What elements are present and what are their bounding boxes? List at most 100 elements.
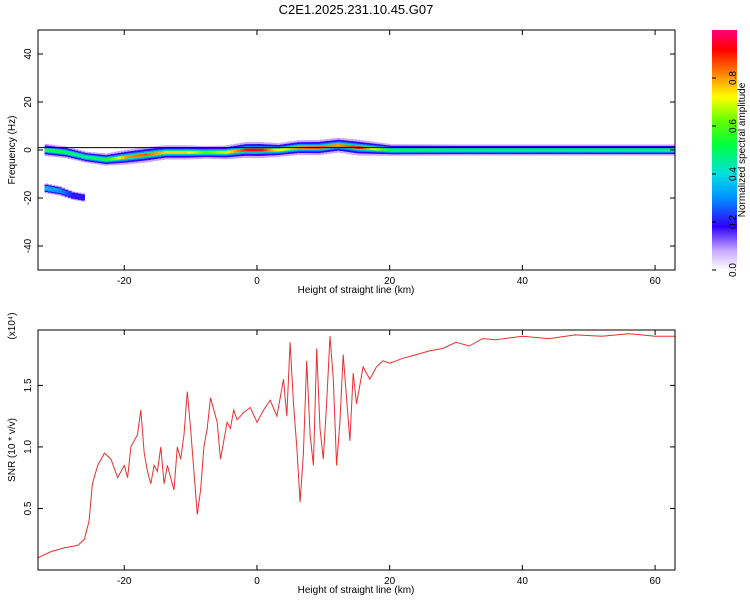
main-track-cell — [144, 153, 148, 157]
figure-title: C2E1.2025.231.10.45.G07 — [279, 2, 434, 17]
snr-scale-label: (x10⁴) — [7, 312, 18, 339]
main-track-cell — [213, 151, 218, 154]
main-track-cell — [452, 148, 457, 152]
colorbar-tick-label: 0.0 — [728, 263, 739, 277]
main-track-cell — [505, 148, 510, 152]
main-track-cell — [336, 143, 341, 147]
snr-panel: -20 0 20 40 60 0.5 1.0 1.5 Height of straight … — [7, 312, 676, 596]
main-track-cell — [595, 148, 600, 152]
main-track-cell — [492, 148, 497, 152]
spectrogram-x-tick-label: 20 — [384, 276, 396, 287]
main-track-cell — [104, 158, 109, 161]
main-track-cell — [499, 148, 503, 152]
spectrogram-y-tick-label: -40 — [23, 238, 34, 253]
main-track-cell — [47, 149, 52, 152]
main-track-cell — [565, 148, 570, 152]
main-track-cell — [568, 148, 573, 152]
main-track-cell — [81, 155, 85, 158]
main-track-cell — [167, 151, 172, 154]
main-track-cell — [641, 148, 646, 152]
snr-x-tick-label: 0 — [254, 576, 260, 587]
main-track-cell — [140, 153, 145, 157]
main-track-cell — [446, 148, 450, 152]
main-track-cell — [154, 152, 158, 155]
main-track-cell — [137, 154, 142, 157]
main-track-cell — [422, 148, 427, 152]
main-track-cell — [412, 148, 417, 152]
main-track-cell — [535, 148, 540, 152]
main-track-cell — [519, 148, 523, 152]
main-track-cell — [250, 148, 255, 152]
main-track-cell — [645, 148, 649, 152]
main-track-cell — [542, 148, 547, 152]
main-track-cell — [611, 148, 616, 152]
main-track-cell — [459, 148, 464, 152]
main-track-cell — [379, 148, 384, 151]
main-track-cell — [130, 155, 135, 158]
main-track-cell — [61, 150, 65, 154]
main-track-cell — [495, 148, 500, 152]
main-track-cell — [449, 148, 454, 152]
main-track-cell — [253, 148, 258, 152]
main-track-cell — [489, 148, 493, 152]
spectrogram-xlabel: Height of straight line (km) — [298, 285, 415, 296]
main-track-cell — [193, 151, 198, 154]
main-track-cell — [223, 151, 228, 154]
spectrogram-y-tick-label: 0 — [23, 147, 34, 153]
secondary-track-cell — [64, 192, 69, 195]
main-track-cell — [432, 148, 437, 152]
main-track-cell — [180, 151, 185, 154]
main-track-cell — [220, 151, 225, 154]
main-track-cell — [661, 148, 666, 152]
main-track-cell — [170, 151, 175, 154]
colorbar-tick-label: 0.2 — [728, 215, 739, 229]
snr-y-tick-label: 1.5 — [23, 378, 34, 392]
main-track-cell — [522, 148, 527, 152]
main-track-cell — [515, 148, 520, 152]
main-track-cell — [605, 148, 610, 152]
main-track-cell — [525, 148, 530, 152]
spectrogram-y-tick-label: -20 — [23, 190, 34, 205]
main-track-cell — [502, 148, 507, 152]
colorbar-label: Normalized spectral amplitude — [737, 82, 748, 217]
spectrogram-x-tick-label: 0 — [254, 276, 260, 287]
secondary-track-cell — [81, 196, 85, 199]
main-track-cell — [399, 148, 404, 152]
main-track-cell — [475, 148, 480, 152]
main-track-cell — [286, 147, 291, 151]
snr-xlabel: Height of straight line (km) — [298, 585, 415, 596]
main-track-cell — [588, 148, 593, 152]
main-track-cell — [439, 148, 444, 152]
main-track-cell — [177, 151, 182, 154]
main-track-cell — [200, 151, 205, 154]
main-track-cell — [266, 148, 271, 152]
main-track-cell — [532, 148, 537, 152]
main-track-cell — [160, 151, 165, 155]
main-track-cell — [157, 151, 162, 155]
main-track-cell — [529, 148, 533, 152]
spectrogram-panel: -20 0 20 40 60 -40 -20 0 20 40 Height of straigh… — [7, 29, 676, 296]
main-track-cell — [665, 148, 669, 152]
snr-x-tick-label: 60 — [650, 576, 662, 587]
main-track-cell — [602, 148, 606, 152]
main-track-cell — [57, 150, 62, 153]
main-track-cell — [608, 148, 613, 152]
main-track-cell — [273, 148, 278, 152]
main-track-cell — [426, 148, 430, 152]
secondary-track-cell — [44, 187, 49, 190]
main-track-cell — [648, 148, 653, 152]
main-track-cell — [429, 148, 434, 152]
main-track-cell — [628, 148, 633, 152]
secondary-track-cell — [57, 189, 62, 192]
main-track-cell — [147, 153, 152, 156]
main-track-cell — [373, 147, 377, 151]
colorbar-tick-label: 0.8 — [728, 71, 739, 85]
main-track-cell — [339, 144, 344, 147]
main-track-cell — [512, 148, 517, 152]
snr-frame — [37, 329, 676, 571]
main-track-cell — [329, 144, 334, 148]
main-track-cell — [74, 153, 79, 156]
main-track-cell — [187, 151, 192, 154]
secondary-track-cell — [71, 194, 75, 197]
